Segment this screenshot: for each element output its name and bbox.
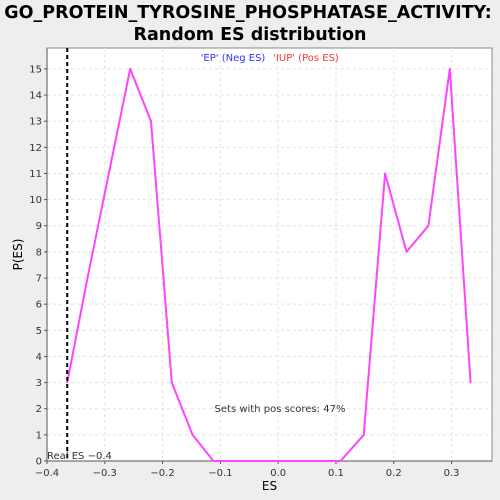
legend-item-pos-es: 'IUP' (Pos ES) xyxy=(273,53,339,64)
series-point xyxy=(108,172,110,175)
y-tick-label: 9 xyxy=(36,221,42,232)
x-tick-label: 0.3 xyxy=(444,468,460,479)
series-point xyxy=(275,460,278,462)
series-point xyxy=(427,224,430,227)
x-tick-label: −0.1 xyxy=(208,468,232,479)
x-tick-label: −0.4 xyxy=(35,468,59,479)
x-tick-label: 0.2 xyxy=(386,468,402,479)
series-point xyxy=(317,460,320,462)
series-point xyxy=(129,68,132,70)
series-point xyxy=(66,381,69,384)
x-tick-label: −0.2 xyxy=(150,468,174,479)
x-axis-label: ES xyxy=(262,479,277,493)
y-tick-label: 12 xyxy=(29,143,42,154)
plot-area xyxy=(46,47,493,462)
y-tick-label: 1 xyxy=(36,430,42,441)
series-point xyxy=(449,68,451,70)
series-point xyxy=(212,460,215,462)
y-tick-label: 2 xyxy=(36,404,42,415)
x-tick-label: −0.3 xyxy=(93,468,117,479)
series-point xyxy=(86,277,89,279)
y-tick-label: 13 xyxy=(29,117,42,128)
series-lines xyxy=(66,67,472,462)
series-point xyxy=(296,460,299,462)
chart-title-line1: GO_PROTEIN_TYROSINE_PHOSPHATASE_ACTIVITY… xyxy=(4,3,491,23)
series-point xyxy=(150,120,152,122)
series-point xyxy=(469,381,472,384)
pos-scores-annotation: Sets with pos scores: 47% xyxy=(215,404,346,415)
y-tick-label: 6 xyxy=(36,300,42,311)
series-point xyxy=(384,172,386,175)
x-tick-label: 0.0 xyxy=(270,468,286,479)
y-tick-label: 7 xyxy=(36,274,42,285)
x-tick-label: 0.1 xyxy=(328,468,344,479)
series-point xyxy=(405,251,408,253)
y-tick-label: 11 xyxy=(29,169,42,180)
series-point xyxy=(339,460,342,462)
y-tick-label: 14 xyxy=(29,91,42,102)
legend-item-neg-es: 'EP' (Neg ES) xyxy=(201,53,266,64)
y-tick-label: 8 xyxy=(36,247,42,258)
series-line-0 xyxy=(66,67,472,462)
series-point xyxy=(234,460,236,462)
series-point xyxy=(171,381,173,384)
series-point xyxy=(191,434,194,436)
series-point xyxy=(254,460,257,462)
series-point xyxy=(362,434,365,436)
y-tick-label: 3 xyxy=(36,378,42,389)
chart-title-line2: Random ES distribution xyxy=(133,25,366,45)
real-es-label: Real ES −0.4 xyxy=(47,451,112,462)
y-tick-label: 15 xyxy=(29,64,42,75)
y-tick-label: 0 xyxy=(36,457,42,468)
y-tick-label: 4 xyxy=(36,352,42,363)
y-tick-label: 10 xyxy=(29,195,42,206)
y-axis-label: P(ES) xyxy=(11,239,25,271)
y-tick-label: 5 xyxy=(36,326,42,337)
